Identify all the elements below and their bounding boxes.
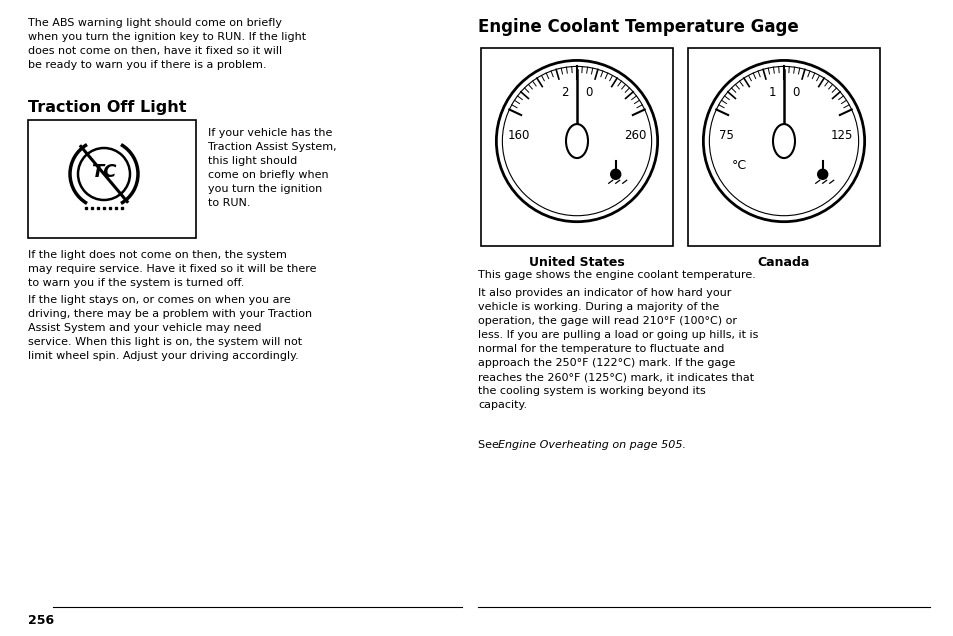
Circle shape (702, 60, 863, 222)
Ellipse shape (772, 124, 794, 158)
Text: 0: 0 (791, 86, 799, 99)
Circle shape (709, 66, 858, 216)
Text: If the light does not come on then, the system
may require service. Have it fixe: If the light does not come on then, the … (28, 250, 316, 288)
Text: 75: 75 (718, 128, 733, 142)
Text: 2: 2 (561, 86, 568, 99)
Text: If the light stays on, or comes on when you are
driving, there may be a problem : If the light stays on, or comes on when … (28, 295, 312, 361)
Text: TC: TC (91, 163, 116, 181)
Text: 0: 0 (584, 86, 592, 99)
Text: °C: °C (731, 159, 746, 172)
Text: Traction Off Light: Traction Off Light (28, 100, 186, 115)
Bar (28, 120, 195, 238)
Text: Engine Coolant Temperature Gage: Engine Coolant Temperature Gage (477, 18, 798, 36)
Bar (480, 48, 672, 246)
Text: It also provides an indicator of how hard your
vehicle is working. During a majo: It also provides an indicator of how har… (477, 288, 758, 410)
Text: 125: 125 (830, 128, 852, 142)
Bar (687, 48, 879, 246)
Text: Canada: Canada (757, 256, 809, 269)
Circle shape (496, 60, 657, 222)
Text: 256: 256 (28, 614, 54, 627)
Text: 260: 260 (623, 128, 645, 142)
Text: The ABS warning light should come on briefly
when you turn the ignition key to R: The ABS warning light should come on bri… (28, 18, 306, 70)
Text: See: See (477, 440, 502, 450)
Text: If your vehicle has the
Traction Assist System,
this light should
come on briefl: If your vehicle has the Traction Assist … (208, 128, 336, 208)
Circle shape (817, 169, 827, 179)
Text: This gage shows the engine coolant temperature.: This gage shows the engine coolant tempe… (477, 270, 755, 280)
Circle shape (502, 66, 651, 216)
Text: United States: United States (529, 256, 624, 269)
Text: Engine Overheating on page 505.: Engine Overheating on page 505. (497, 440, 685, 450)
Circle shape (78, 148, 130, 200)
Ellipse shape (565, 124, 587, 158)
Text: 1: 1 (768, 86, 775, 99)
Text: 160: 160 (507, 128, 530, 142)
Circle shape (610, 169, 620, 179)
